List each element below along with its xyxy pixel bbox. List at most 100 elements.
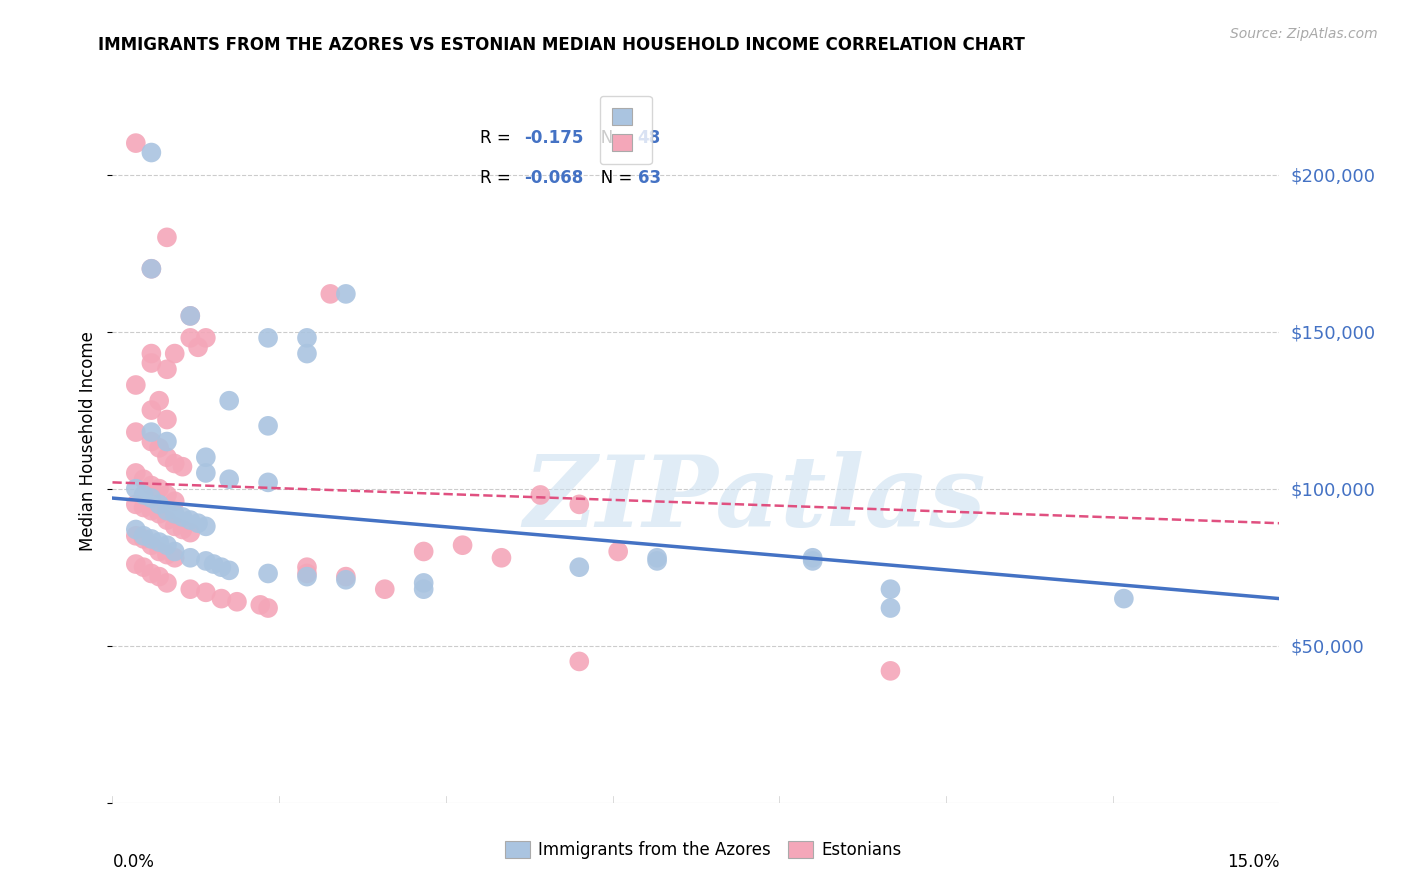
Point	[179, 582, 201, 597]
Point	[148, 497, 170, 511]
Point	[163, 519, 186, 533]
Point	[249, 598, 271, 612]
Point	[257, 475, 280, 490]
Point	[156, 230, 179, 244]
Text: ZIPatlas: ZIPatlas	[523, 451, 986, 548]
Point	[141, 403, 163, 417]
Point	[141, 261, 163, 276]
Point	[179, 550, 201, 565]
Text: 15.0%: 15.0%	[1227, 854, 1279, 871]
Point	[209, 591, 232, 606]
Legend: , : ,	[600, 95, 652, 164]
Text: -0.175: -0.175	[524, 129, 583, 147]
Point	[226, 595, 249, 609]
Point	[257, 418, 280, 433]
Point	[295, 560, 318, 574]
Point	[148, 507, 170, 521]
Text: 0.0%: 0.0%	[112, 854, 155, 871]
Point	[141, 434, 163, 449]
Text: 48: 48	[638, 129, 661, 147]
Point	[879, 664, 901, 678]
Point	[156, 450, 179, 465]
Point	[132, 500, 155, 515]
Point	[125, 529, 148, 543]
Point	[335, 569, 357, 583]
Point	[141, 491, 163, 505]
Legend: Immigrants from the Azores, Estonians: Immigrants from the Azores, Estonians	[498, 834, 908, 866]
Point	[257, 601, 280, 615]
Point	[218, 393, 240, 408]
Text: R =: R =	[479, 169, 516, 186]
Point	[132, 529, 155, 543]
Point	[295, 331, 318, 345]
Point	[194, 519, 217, 533]
Point	[125, 497, 148, 511]
Point	[209, 560, 232, 574]
Point	[645, 554, 668, 568]
Point	[163, 550, 186, 565]
Text: N =: N =	[585, 169, 638, 186]
Point	[172, 459, 194, 474]
Point	[156, 513, 179, 527]
Point	[163, 494, 186, 508]
Point	[156, 503, 179, 517]
Point	[491, 550, 513, 565]
Point	[218, 472, 240, 486]
Point	[879, 601, 901, 615]
Point	[172, 523, 194, 537]
Point	[156, 412, 179, 426]
Point	[194, 331, 217, 345]
Point	[125, 378, 148, 392]
Point	[141, 478, 163, 492]
Point	[335, 573, 357, 587]
Point	[141, 356, 163, 370]
Point	[801, 554, 824, 568]
Point	[141, 145, 163, 160]
Text: Source: ZipAtlas.com: Source: ZipAtlas.com	[1230, 27, 1378, 41]
Text: IMMIGRANTS FROM THE AZORES VS ESTONIAN MEDIAN HOUSEHOLD INCOME CORRELATION CHART: IMMIGRANTS FROM THE AZORES VS ESTONIAN M…	[98, 36, 1025, 54]
Point	[187, 516, 209, 531]
Point	[132, 488, 155, 502]
Point	[607, 544, 630, 558]
Point	[194, 554, 217, 568]
Point	[125, 557, 148, 571]
Point	[295, 566, 318, 581]
Point	[141, 566, 163, 581]
Point	[194, 466, 217, 480]
Point	[1112, 591, 1135, 606]
Point	[125, 136, 148, 150]
Point	[132, 560, 155, 574]
Point	[374, 582, 396, 597]
Point	[568, 560, 591, 574]
Point	[179, 309, 201, 323]
Point	[156, 434, 179, 449]
Point	[194, 585, 217, 599]
Point	[148, 482, 170, 496]
Point	[412, 544, 434, 558]
Point	[163, 507, 186, 521]
Point	[218, 563, 240, 577]
Point	[257, 331, 280, 345]
Point	[645, 550, 668, 565]
Point	[172, 510, 194, 524]
Text: 63: 63	[638, 169, 661, 186]
Point	[412, 582, 434, 597]
Point	[132, 472, 155, 486]
Point	[141, 538, 163, 552]
Point	[568, 655, 591, 669]
Point	[295, 569, 318, 583]
Point	[202, 557, 225, 571]
Point	[451, 538, 474, 552]
Point	[179, 513, 201, 527]
Point	[148, 569, 170, 583]
Point	[179, 525, 201, 540]
Point	[568, 497, 591, 511]
Point	[529, 488, 551, 502]
Point	[141, 425, 163, 439]
Point	[132, 532, 155, 546]
Y-axis label: Median Household Income: Median Household Income	[79, 332, 97, 551]
Point	[412, 575, 434, 590]
Point	[163, 346, 186, 360]
Point	[141, 532, 163, 546]
Point	[801, 550, 824, 565]
